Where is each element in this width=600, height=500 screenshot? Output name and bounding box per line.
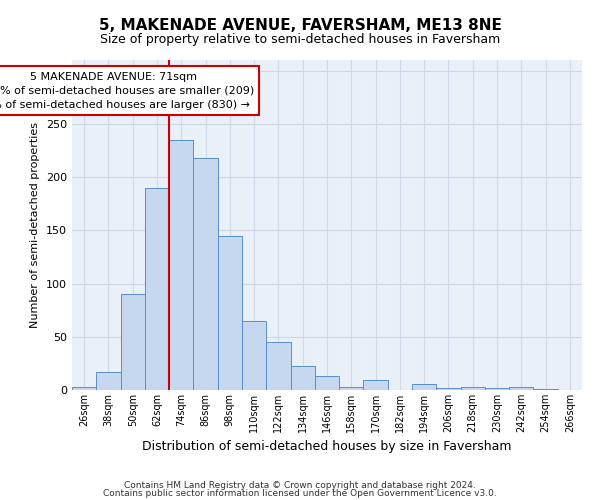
Bar <box>485 388 509 390</box>
Bar <box>193 158 218 390</box>
Bar <box>266 342 290 390</box>
Bar <box>121 294 145 390</box>
Text: 5 MAKENADE AVENUE: 71sqm
← 20% of semi-detached houses are smaller (209)
78% of : 5 MAKENADE AVENUE: 71sqm ← 20% of semi-d… <box>0 72 254 110</box>
Bar <box>461 387 485 390</box>
Bar <box>218 236 242 390</box>
Bar <box>364 380 388 390</box>
Bar <box>436 388 461 390</box>
Bar <box>242 321 266 390</box>
Bar <box>412 384 436 390</box>
Text: 5, MAKENADE AVENUE, FAVERSHAM, ME13 8NE: 5, MAKENADE AVENUE, FAVERSHAM, ME13 8NE <box>98 18 502 32</box>
Bar <box>533 389 558 390</box>
Bar <box>145 188 169 390</box>
Text: Contains public sector information licensed under the Open Government Licence v3: Contains public sector information licen… <box>103 488 497 498</box>
Text: Size of property relative to semi-detached houses in Faversham: Size of property relative to semi-detach… <box>100 32 500 46</box>
Bar <box>169 140 193 390</box>
Bar <box>509 387 533 390</box>
X-axis label: Distribution of semi-detached houses by size in Faversham: Distribution of semi-detached houses by … <box>142 440 512 454</box>
Bar <box>290 366 315 390</box>
Bar <box>339 387 364 390</box>
Y-axis label: Number of semi-detached properties: Number of semi-detached properties <box>31 122 40 328</box>
Bar <box>315 376 339 390</box>
Text: Contains HM Land Registry data © Crown copyright and database right 2024.: Contains HM Land Registry data © Crown c… <box>124 481 476 490</box>
Bar <box>96 372 121 390</box>
Bar <box>72 387 96 390</box>
